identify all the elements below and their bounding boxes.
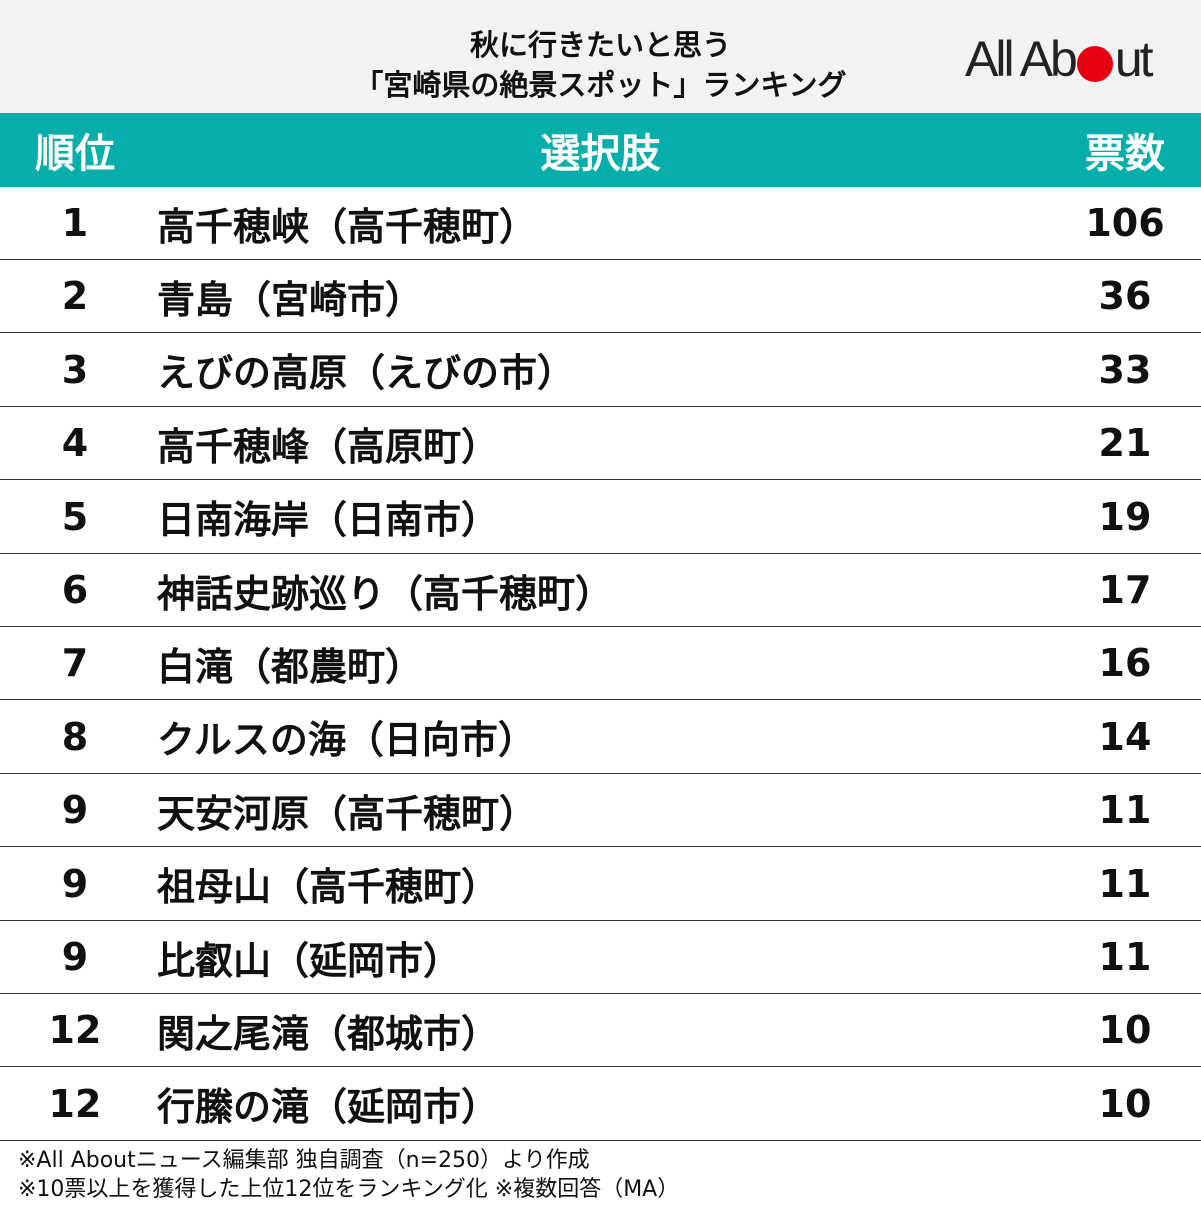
spot: 関之尾滝（都城市） <box>157 1011 500 1056</box>
spot: 行縢の滝（延岡市） <box>157 1085 500 1130</box>
column-header: 順位 <box>35 131 115 177</box>
rank: 4 <box>61 421 89 466</box>
title-line: 「宮崎県の絶景スポット」ランキング <box>354 68 847 102</box>
title-line: 秋に行きたいと思う <box>469 28 731 62</box>
rank: 9 <box>61 861 89 906</box>
logo-dot <box>1076 46 1113 82</box>
spot: 日南海岸（日南市） <box>157 498 500 543</box>
rank: 9 <box>61 935 89 979</box>
table-row: 8 クルスの海（日向市） 14 <box>0 701 1201 774</box>
spot: 天安河原（高千穂町） <box>157 791 538 836</box>
table-row: 9 比叡山（延岡市） 11 <box>0 921 1201 994</box>
table-row: 9 天安河原（高千穂町） 11 <box>0 774 1201 848</box>
rank: 1 <box>61 201 89 245</box>
spot: 高千穂峰（高原町） <box>157 424 500 469</box>
column-header: 票数 <box>1085 131 1165 177</box>
footnote: ※All Aboutニュース編集部 独自調査（n=250）より作成 <box>18 1148 590 1173</box>
table-row: 9 祖母山（高千穂町） 11 <box>0 848 1201 921</box>
votes: 106 <box>1085 201 1165 245</box>
votes: 11 <box>1098 861 1152 906</box>
votes: 11 <box>1098 788 1152 833</box>
table-row: 2 青島（宮崎市） 36 <box>0 260 1201 334</box>
rank: 3 <box>61 347 89 392</box>
spot: 高千穂峡（高千穂町） <box>157 204 538 249</box>
table-header: 順位 選択肢 票数 <box>0 113 1201 187</box>
rank: 9 <box>61 788 89 833</box>
votes: 10 <box>1098 1008 1152 1053</box>
spot: 青島（宮崎市） <box>157 277 424 322</box>
table-row: 4 高千穂峰（高原町） 21 <box>0 407 1201 481</box>
rank: 8 <box>61 714 89 759</box>
votes: 33 <box>1098 347 1152 392</box>
column-header: 選択肢 <box>540 131 661 177</box>
table-row: 6 神話史跡巡り（高千穂町） 17 <box>0 554 1201 627</box>
table-row: 12 行縢の滝（延岡市） 10 <box>0 1068 1201 1141</box>
votes: 17 <box>1098 568 1152 612</box>
spot: 神話史跡巡り（高千穂町） <box>157 571 614 616</box>
spot: 祖母山（高千穂町） <box>157 865 500 910</box>
votes: 10 <box>1098 1081 1152 1126</box>
votes: 14 <box>1098 714 1152 759</box>
logo-text: ut <box>1114 31 1154 87</box>
table-row: 7 白滝（都農町） 16 <box>0 627 1201 701</box>
votes: 21 <box>1098 421 1152 466</box>
logo: All Ab ut <box>965 30 1154 88</box>
rank: 2 <box>61 274 89 319</box>
title-area: 秋に行きたいと思う 「宮崎県の絶景スポット」ランキング All Ab ut <box>0 0 1201 113</box>
rank: 6 <box>61 568 89 612</box>
table-row: 12 関之尾滝（都城市） 10 <box>0 994 1201 1068</box>
rank: 12 <box>48 1008 102 1053</box>
votes: 19 <box>1098 494 1152 539</box>
footer: ※All Aboutニュース編集部 独自調査（n=250）より作成 ※10票以上… <box>18 1146 679 1204</box>
spot: えびの高原（えびの市） <box>157 351 576 396</box>
votes: 16 <box>1098 641 1152 686</box>
logo-text: All Ab <box>965 31 1078 87</box>
votes: 11 <box>1098 935 1152 979</box>
table-row: 5 日南海岸（日南市） 19 <box>0 481 1201 554</box>
rank: 7 <box>61 641 89 686</box>
footnote: ※10票以上を獲得した上位12位をランキング化 ※複数回答（MA） <box>18 1177 680 1202</box>
spot: クルスの海（日向市） <box>157 718 536 763</box>
table-row: 1 高千穂峡（高千穂町） 106 <box>0 187 1201 260</box>
table-row: 3 えびの高原（えびの市） 33 <box>0 334 1201 407</box>
votes: 36 <box>1098 274 1152 319</box>
rank: 12 <box>48 1081 102 1126</box>
spot: 比叡山（延岡市） <box>157 938 462 983</box>
rank: 5 <box>61 494 89 539</box>
spot: 白滝（都農町） <box>157 644 424 689</box>
